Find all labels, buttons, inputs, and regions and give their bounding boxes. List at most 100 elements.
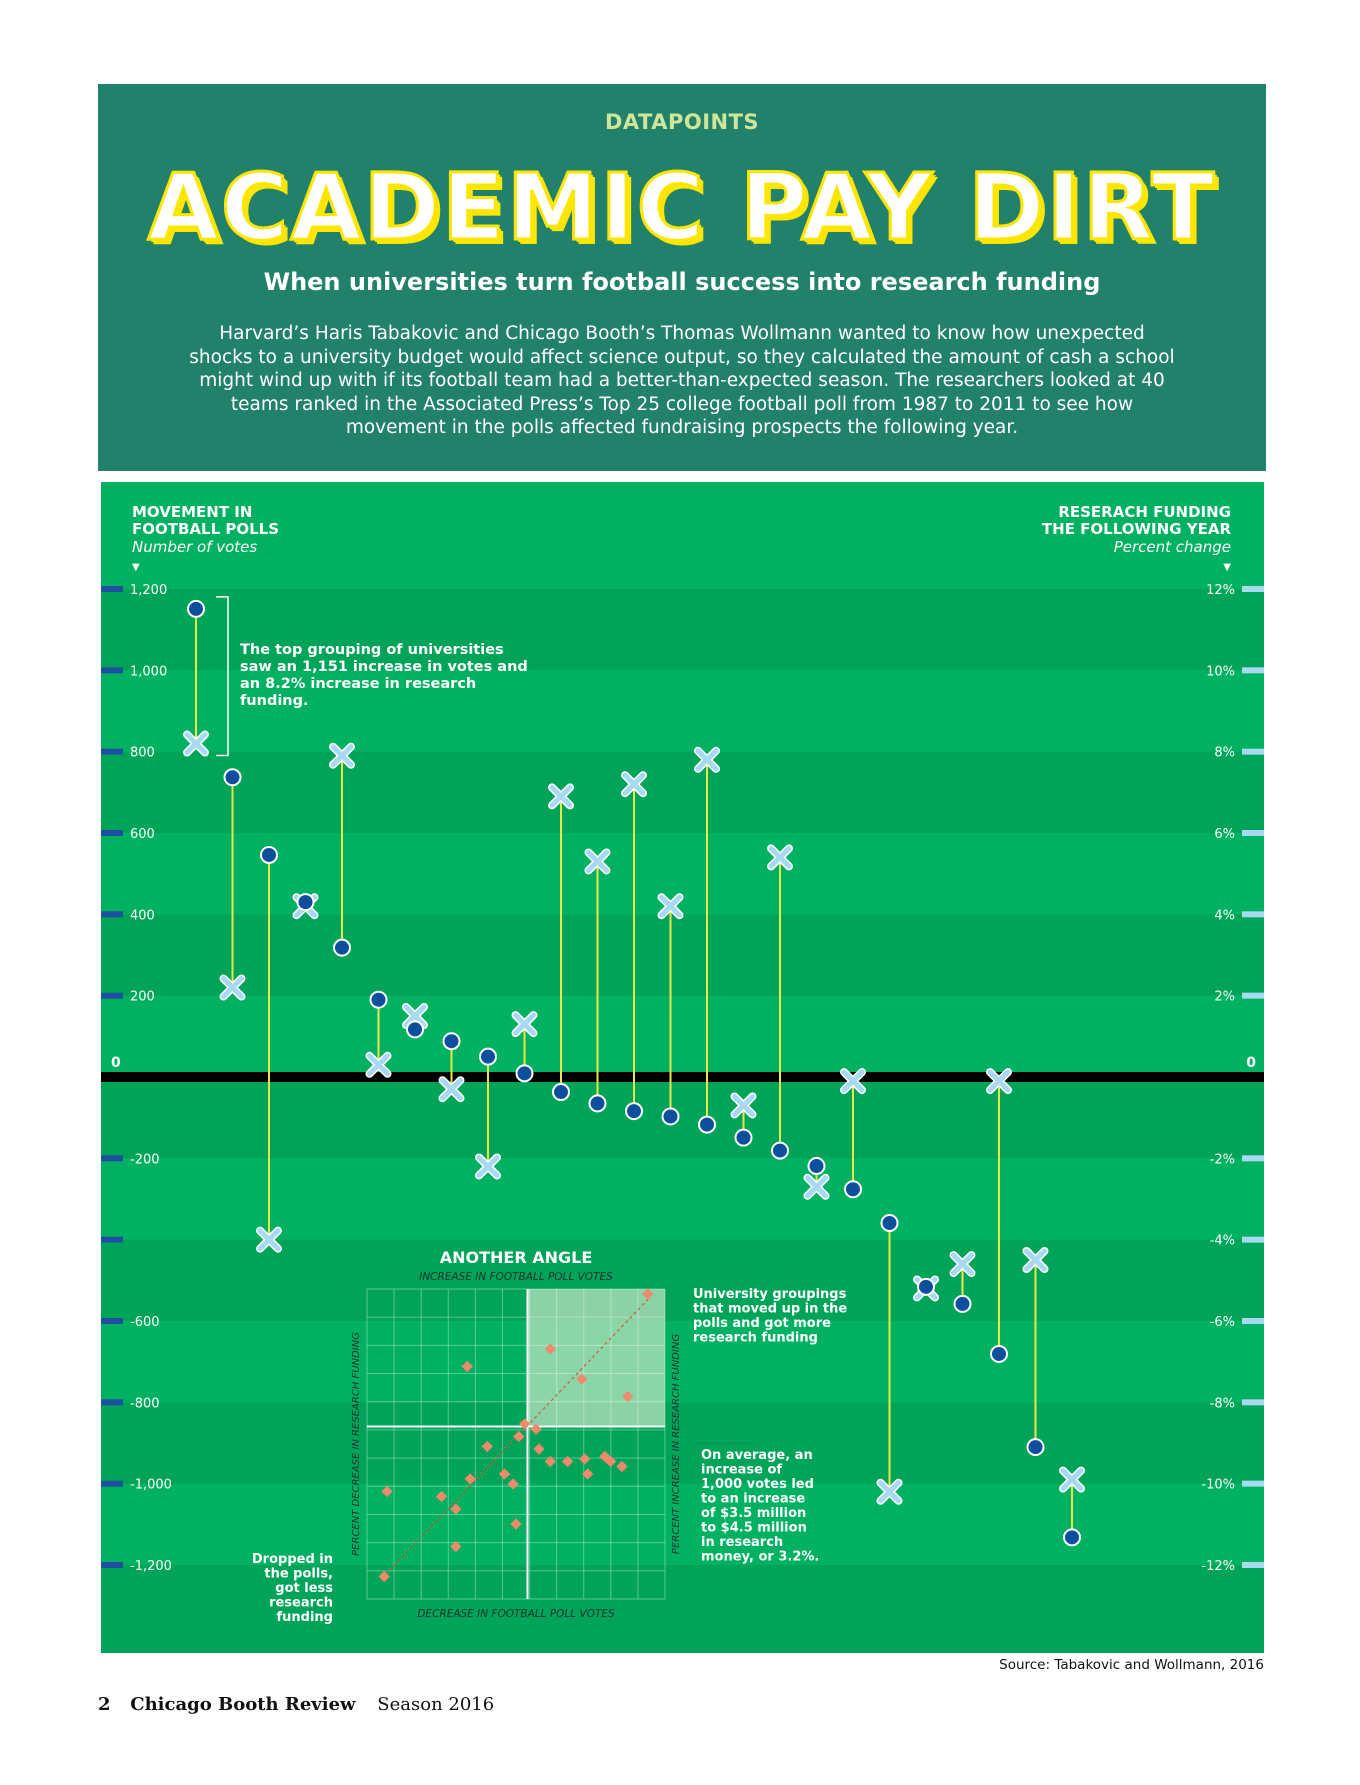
right-axis-title: THE FOLLOWING YEAR xyxy=(1042,520,1232,538)
left-tick-label: 200 xyxy=(130,990,155,1005)
inset-point xyxy=(464,1473,476,1485)
funding-cross-marker xyxy=(730,1092,757,1119)
right-tick-label: 8% xyxy=(1214,746,1235,761)
inset-point xyxy=(450,1503,462,1515)
inset-point xyxy=(518,1418,531,1430)
inset-trend-line xyxy=(380,1296,652,1580)
votes-circle-marker xyxy=(333,938,351,957)
cross-fill xyxy=(878,1480,901,1504)
left-tick-mark xyxy=(101,830,123,836)
left-tick-mark xyxy=(101,1480,123,1487)
votes-circle-marker xyxy=(223,768,242,787)
inset-title: ANOTHER ANGLE xyxy=(440,1248,593,1267)
funding-cross-marker xyxy=(365,1051,392,1078)
votes-circle-marker xyxy=(479,1047,497,1066)
left-tick-label: 1,200 xyxy=(130,583,167,598)
left-axis-title: FOOTBALL POLLS xyxy=(132,520,279,538)
left-tick-label: -200 xyxy=(130,1152,160,1167)
right-tick-label: -6% xyxy=(1210,1315,1235,1330)
inset-point xyxy=(381,1485,393,1498)
right-tick-mark xyxy=(1242,1399,1264,1406)
left-tick-label: -800 xyxy=(130,1396,160,1411)
right-tick-mark xyxy=(1242,748,1264,755)
inset-point xyxy=(642,1288,654,1300)
inset-point xyxy=(604,1455,617,1468)
left-tick-label: -1,000 xyxy=(130,1478,172,1493)
left-tick-mark xyxy=(101,1155,123,1162)
main-chart-panel: MOVEMENT IN FOOTBALL POLLS Number of votes… xyxy=(101,482,1264,1653)
annotation-bracket xyxy=(216,596,229,757)
funding-cross-marker xyxy=(657,893,684,920)
funding-cross-marker xyxy=(584,848,611,875)
funding-cross-marker xyxy=(183,730,209,757)
grid-band xyxy=(101,1402,1264,1484)
inset-xlabel-bottom: DECREASE IN FOOTBALL POLL VOTES xyxy=(417,1608,615,1620)
inset-point xyxy=(579,1453,591,1465)
inset-point xyxy=(530,1423,542,1435)
grid-band xyxy=(101,1077,1264,1159)
page-subtitle: When universities turn football success … xyxy=(263,268,1101,296)
inset-point xyxy=(622,1390,634,1403)
votes-circle-marker xyxy=(734,1128,753,1147)
cross-fill xyxy=(805,1175,828,1199)
right-axis-title: RESERACH FUNDING xyxy=(1058,503,1231,521)
inset-point xyxy=(576,1373,588,1385)
left-tick-label: -1,200 xyxy=(130,1559,172,1574)
right-axis-subtitle: Percent change xyxy=(1114,538,1231,556)
right-tick-label: -2% xyxy=(1210,1152,1235,1167)
left-tick-mark xyxy=(101,1318,123,1324)
votes-circle-marker xyxy=(661,1107,680,1126)
left-tick-mark xyxy=(101,1562,123,1568)
votes-circle-marker xyxy=(442,1032,461,1051)
inset-ylabel-right: PERCENT INCREASE IN RESEARCH FUNDING xyxy=(671,1334,682,1554)
inset-point xyxy=(533,1443,545,1455)
inset-note-bottom-right: On average, an increase of 1,000 votes led… xyxy=(701,1448,819,1565)
cross-fill xyxy=(732,1093,755,1117)
funding-cross-marker xyxy=(219,974,246,1001)
votes-circle-marker xyxy=(625,1102,643,1121)
left-tick-label: 0 xyxy=(111,1055,121,1071)
votes-circle-marker xyxy=(588,1094,607,1113)
right-tick-mark xyxy=(1242,1480,1264,1487)
magazine-name: Chicago Booth Review xyxy=(130,1694,356,1715)
inset-point xyxy=(498,1468,511,1480)
left-axis-title: MOVEMENT IN xyxy=(132,503,252,521)
inset-point xyxy=(544,1455,557,1468)
inset-xlabel-top: INCREASE IN FOOTBALL POLL VOTES xyxy=(419,1271,613,1283)
votes-circle-marker xyxy=(1026,1438,1045,1457)
votes-circle-marker xyxy=(807,1157,826,1176)
right-tick-label: 10% xyxy=(1206,664,1235,679)
funding-cross-marker xyxy=(767,844,793,871)
funding-cross-marker xyxy=(986,1068,1012,1095)
funding-cross-marker xyxy=(402,1003,428,1029)
cross-fill xyxy=(367,1053,390,1077)
inset-point xyxy=(510,1518,522,1530)
funding-cross-marker xyxy=(511,1011,538,1038)
funding-cross-marker xyxy=(256,1226,282,1253)
funding-cross-marker xyxy=(876,1478,903,1505)
page-title: ACADEMIC PAY DIRT xyxy=(146,153,1217,263)
votes-circle-marker xyxy=(844,1180,862,1199)
left-tick-mark xyxy=(101,586,123,592)
issue-name: Season 2016 xyxy=(377,1694,495,1715)
page-number: 2 xyxy=(98,1694,111,1715)
inset-point xyxy=(561,1455,574,1468)
cross-fill xyxy=(695,748,719,772)
funding-cross-marker xyxy=(548,783,574,810)
funding-cross-marker xyxy=(949,1251,976,1278)
cross-fill xyxy=(513,1012,536,1036)
inset-ylabel-left: PERCENT DECREASE IN RESEARCH FUNDING xyxy=(351,1332,362,1556)
funding-cross-marker xyxy=(621,771,647,798)
funding-cross-marker xyxy=(803,1173,830,1200)
grid-band xyxy=(101,1565,1264,1653)
grid-band xyxy=(101,751,1264,833)
votes-circle-marker xyxy=(953,1294,972,1313)
right-tick-label: 12% xyxy=(1206,583,1235,598)
left-tick-label: -600 xyxy=(130,1315,160,1330)
down-arrow-icon: ▼ xyxy=(1223,562,1231,573)
right-tick-label: 0 xyxy=(1246,1055,1256,1071)
down-arrow-icon: ▼ xyxy=(132,562,140,573)
right-tick-label: -4% xyxy=(1210,1234,1235,1249)
cross-fill xyxy=(221,976,244,1000)
